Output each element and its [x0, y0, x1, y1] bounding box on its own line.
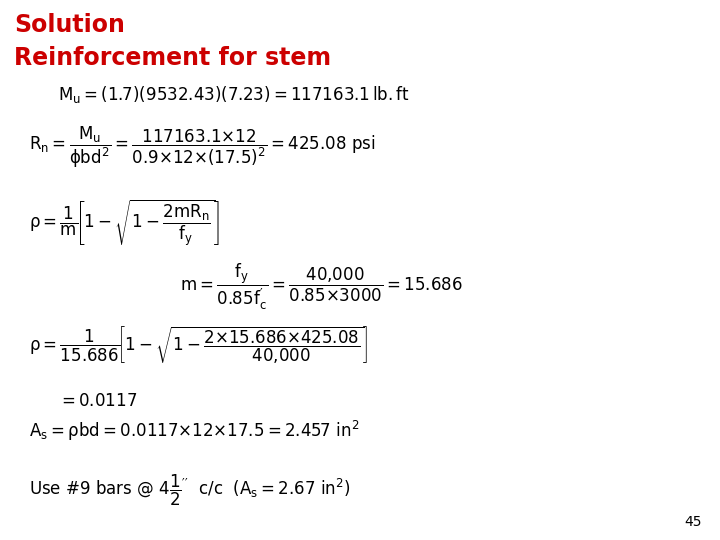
Text: $\mathrm{\rho = \dfrac{1}{15.686}\!\left[1 - \sqrt{1 - \dfrac{2{\times}15.686{\t: $\mathrm{\rho = \dfrac{1}{15.686}\!\left…	[29, 324, 368, 366]
Text: Use #9 bars @ $\mathrm{4\dfrac{1}{2}^{\prime\prime}}$  c/c  $\mathrm{(A_s = 2.67: Use #9 bars @ $\mathrm{4\dfrac{1}{2}^{\p…	[29, 472, 351, 508]
Text: Reinforcement for stem: Reinforcement for stem	[14, 46, 331, 70]
Text: 45: 45	[685, 515, 702, 529]
Text: $\mathrm{m = \dfrac{f_y}{0.85f_c^{\prime}} = \dfrac{40{,}000}{0.85{\times}3000} : $\mathrm{m = \dfrac{f_y}{0.85f_c^{\prime…	[180, 262, 463, 312]
Text: $\mathrm{M_u = (1.7)(9532.43)(7.23) = 117163.1\,lb.ft}$: $\mathrm{M_u = (1.7)(9532.43)(7.23) = 11…	[58, 84, 410, 105]
Text: $\mathrm{R_n = \dfrac{M_u}{\phi bd^2} = \dfrac{117163.1{\times}12}{0.9{\times}12: $\mathrm{R_n = \dfrac{M_u}{\phi bd^2} = …	[29, 124, 375, 170]
Text: $\mathrm{= 0.0117}$: $\mathrm{= 0.0117}$	[58, 392, 137, 409]
Text: $\mathrm{A_s = \rho bd = 0.0117{\times}12{\times}17.5 = 2.457\ in^2}$: $\mathrm{A_s = \rho bd = 0.0117{\times}1…	[29, 418, 359, 443]
Text: $\mathrm{\rho = \dfrac{1}{m}\!\left[1 - \sqrt{1 - \dfrac{2mR_n}{f_y}}\right]}$: $\mathrm{\rho = \dfrac{1}{m}\!\left[1 - …	[29, 197, 220, 248]
Text: Solution: Solution	[14, 14, 125, 37]
